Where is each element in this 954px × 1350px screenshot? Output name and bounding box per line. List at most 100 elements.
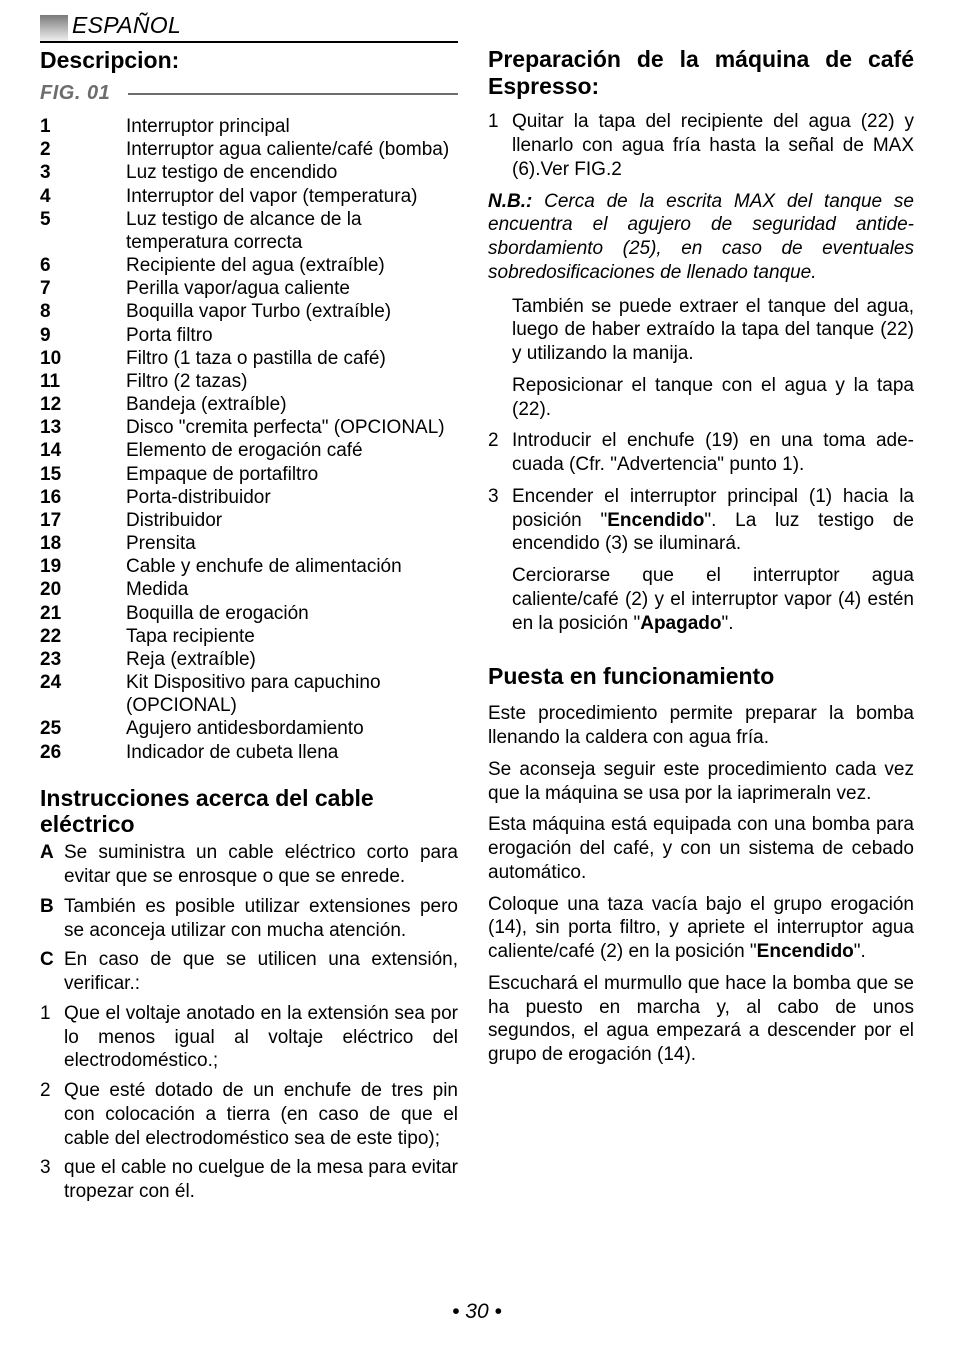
part-number: 5 bbox=[40, 208, 126, 254]
list-marker: 1 bbox=[488, 110, 512, 181]
parts-row: 13Disco "cremita perfecta" (OPCIONAL) bbox=[40, 416, 458, 439]
part-number: 8 bbox=[40, 300, 126, 323]
prep-step-3: 3 Encender el interruptor principal (1) … bbox=[488, 485, 914, 556]
part-description: Recipiente del agua (extraíble) bbox=[126, 254, 458, 277]
part-number: 16 bbox=[40, 486, 126, 509]
part-number: 14 bbox=[40, 439, 126, 462]
prep-indent-2: Reposicionar el tanque con el agua y la … bbox=[512, 374, 914, 422]
prep-step-1-wrap: 1 Quitar la tapa del recipiente del agua… bbox=[488, 110, 914, 181]
parts-row: 9Porta filtro bbox=[40, 324, 458, 347]
part-description: Empaque de portafiltro bbox=[126, 463, 458, 486]
language-label: ESPAÑOL bbox=[72, 12, 181, 41]
parts-row: 11Filtro (2 tazas) bbox=[40, 370, 458, 393]
part-description: Bandeja (extraíble) bbox=[126, 393, 458, 416]
list-marker: 3 bbox=[40, 1156, 64, 1204]
prep-indent-1: También se puede extraer el tanque del a… bbox=[512, 295, 914, 366]
part-description: Filtro (2 tazas) bbox=[126, 370, 458, 393]
part-description: Boquilla vapor Turbo (extraíble) bbox=[126, 300, 458, 323]
preparation-title: Preparación de la máquina de café Espres… bbox=[488, 46, 914, 100]
part-number: 26 bbox=[40, 741, 126, 764]
part-description: Boquilla de erogación bbox=[126, 602, 458, 625]
part-number: 4 bbox=[40, 185, 126, 208]
parts-row: 2Interruptor agua caliente/café (bomba) bbox=[40, 138, 458, 161]
part-description: Interruptor agua caliente/café (bomba) bbox=[126, 138, 458, 161]
list-marker: 2 bbox=[40, 1079, 64, 1150]
parts-row: 14Elemento de erogación café bbox=[40, 439, 458, 462]
list-item: 3que el cable no cuelgue de la mesa para… bbox=[40, 1156, 458, 1204]
parts-row: 17Distribuidor bbox=[40, 509, 458, 532]
list-text: Introducir el enchufe (19) en una toma a… bbox=[512, 429, 914, 477]
part-number: 25 bbox=[40, 717, 126, 740]
part-description: Cable y enchufe de alimentación bbox=[126, 555, 458, 578]
list-text: En caso de que se utilicen una extensión… bbox=[64, 948, 458, 996]
list-text: Se suministra un cable eléctrico corto p… bbox=[64, 841, 458, 889]
page-number: • 30 • bbox=[0, 1300, 954, 1324]
parts-row: 7Perilla vapor/agua caliente bbox=[40, 277, 458, 300]
parts-row: 16Porta-distribuidor bbox=[40, 486, 458, 509]
parts-row: 5Luz testigo de alcance de la temperatur… bbox=[40, 208, 458, 254]
part-description: Luz testigo de encendido bbox=[126, 161, 458, 184]
figure-label: FIG. 01 bbox=[40, 82, 110, 105]
part-number: 6 bbox=[40, 254, 126, 277]
parts-row: 3Luz testigo de encendido bbox=[40, 161, 458, 184]
part-description: Tapa recipiente bbox=[126, 625, 458, 648]
part-number: 2 bbox=[40, 138, 126, 161]
puesta-p5: Escuchará el murmullo que hace la bomba … bbox=[488, 972, 914, 1067]
part-description: Indicador de cubeta llena bbox=[126, 741, 458, 764]
cable-instructions-title: Instrucciones acerca del cable eléctrico bbox=[40, 786, 458, 838]
part-number: 23 bbox=[40, 648, 126, 671]
nb-label: N.B.: bbox=[488, 191, 532, 212]
prep-step-2-wrap: 2 Introducir el enchufe (19) en una toma… bbox=[488, 429, 914, 556]
list-text: que el cable no cuelgue de la mesa para … bbox=[64, 1156, 458, 1204]
part-number: 15 bbox=[40, 463, 126, 486]
parts-row: 4Interruptor del vapor (temperatura) bbox=[40, 185, 458, 208]
bold-encendido: Encendido bbox=[607, 510, 704, 531]
header-gradient bbox=[40, 15, 68, 41]
parts-row: 19Cable y enchufe de alimentación bbox=[40, 555, 458, 578]
part-description: Disco "cremita perfecta" (OPCIONAL) bbox=[126, 416, 458, 439]
list-marker: 2 bbox=[488, 429, 512, 477]
part-description: Porta-distribuidor bbox=[126, 486, 458, 509]
bold-apagado: Apagado bbox=[640, 613, 721, 634]
part-description: Medida bbox=[126, 578, 458, 601]
list-text: Quitar la tapa del recipiente del agua (… bbox=[512, 110, 914, 181]
list-item: 1Que el voltaje anotado en la extensión … bbox=[40, 1002, 458, 1073]
puesta-title: Puesta en funcionamiento bbox=[488, 663, 914, 690]
list-text: También es posible utilizar extensiones … bbox=[64, 895, 458, 943]
part-description: Elemento de erogación café bbox=[126, 439, 458, 462]
part-number: 18 bbox=[40, 532, 126, 555]
part-number: 21 bbox=[40, 602, 126, 625]
part-description: Filtro (1 taza o pastilla de café) bbox=[126, 347, 458, 370]
list-item: BTambién es posible utilizar extensiones… bbox=[40, 895, 458, 943]
part-number: 20 bbox=[40, 578, 126, 601]
part-number: 22 bbox=[40, 625, 126, 648]
list-item: ASe suministra un cable eléctrico corto … bbox=[40, 841, 458, 889]
part-number: 9 bbox=[40, 324, 126, 347]
part-number: 17 bbox=[40, 509, 126, 532]
part-number: 24 bbox=[40, 671, 126, 717]
list-text: Que el voltaje anotado en la extensión s… bbox=[64, 1002, 458, 1073]
list-marker: 3 bbox=[488, 485, 512, 556]
prep-step-2: 2 Introducir el enchufe (19) en una toma… bbox=[488, 429, 914, 477]
bold-encendido: Encendido bbox=[757, 941, 854, 962]
nb-text: Cerca de la escrita MAX del tanque se en… bbox=[488, 191, 914, 283]
part-description: Agujero antidesbordamiento bbox=[126, 717, 458, 740]
list-marker: B bbox=[40, 895, 64, 943]
puesta-p1: Este procedimiento permite preparar la b… bbox=[488, 702, 914, 750]
figure-header: FIG. 01 bbox=[40, 82, 458, 105]
lettered-list: ASe suministra un cable eléctrico corto … bbox=[40, 841, 458, 996]
parts-row: 6Recipiente del agua (extraíble) bbox=[40, 254, 458, 277]
part-description: Prensita bbox=[126, 532, 458, 555]
figure-rule bbox=[128, 93, 458, 95]
nb-note: N.B.: Cerca de la escrita MAX del tanque… bbox=[488, 190, 914, 285]
list-item: 2Que esté dotado de un enchufe de tres p… bbox=[40, 1079, 458, 1150]
part-description: Luz testigo de alcance de la temperatura… bbox=[126, 208, 458, 254]
part-number: 13 bbox=[40, 416, 126, 439]
part-number: 10 bbox=[40, 347, 126, 370]
parts-row: 25Agujero antidesbordamiento bbox=[40, 717, 458, 740]
part-number: 1 bbox=[40, 115, 126, 138]
puesta-p4: Coloque una taza vacía bajo el grupo ero… bbox=[488, 893, 914, 964]
list-marker: A bbox=[40, 841, 64, 889]
parts-row: 20Medida bbox=[40, 578, 458, 601]
list-item: CEn caso de que se utilicen una extensió… bbox=[40, 948, 458, 996]
